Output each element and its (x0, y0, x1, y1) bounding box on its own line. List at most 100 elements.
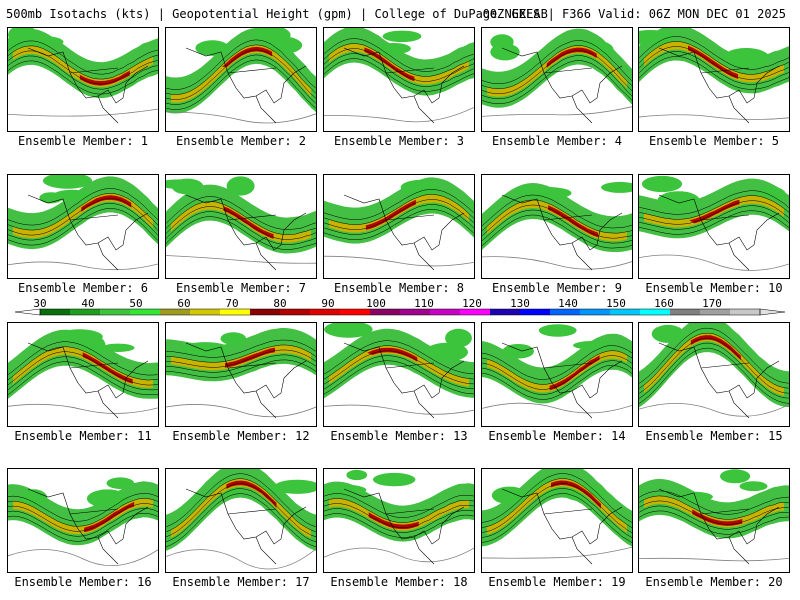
height-contour-gray (639, 114, 789, 120)
ensemble-member-label: Ensemble Member: 13 (330, 429, 468, 443)
isotach-patch (52, 189, 92, 202)
coastline (658, 194, 780, 271)
ensemble-member-label: Ensemble Member: 14 (488, 429, 626, 443)
height-contour-gray (8, 261, 158, 271)
height-contour (639, 342, 789, 399)
height-contour (324, 355, 474, 390)
height-contour (482, 55, 632, 99)
ensemble-member-map (638, 174, 790, 279)
height-contour (324, 493, 474, 518)
ensemble-member-label: Ensemble Member: 15 (645, 429, 783, 443)
ensemble-member-label: Ensemble Member: 12 (172, 429, 310, 443)
colorbar-tick-label: 150 (606, 297, 626, 310)
height-contour (166, 211, 316, 245)
isotach-patch (55, 329, 103, 345)
isotach-patch (723, 48, 770, 68)
height-contour (482, 50, 632, 94)
height-contour (8, 188, 158, 226)
height-contour (324, 350, 474, 385)
height-contour (324, 43, 474, 77)
height-contour (639, 347, 789, 404)
ensemble-member-label: Ensemble Member: 5 (648, 134, 780, 148)
ensemble-member-map (7, 322, 159, 427)
height-contour-gray (639, 557, 789, 562)
isotach-patch (641, 175, 683, 193)
height-contour-gray (639, 254, 789, 271)
jet-max (689, 199, 740, 224)
height-contour-gray (482, 402, 632, 414)
jet-core (329, 498, 469, 531)
colorbar-segment (730, 309, 761, 315)
isotach-patch (274, 479, 316, 494)
height-contour (482, 199, 632, 234)
jet-core (13, 346, 153, 388)
ensemble-member-map (165, 27, 317, 132)
isotach-patch (425, 342, 468, 362)
isotach-band (639, 323, 789, 408)
height-contour-gray (166, 111, 316, 124)
isotach-patch (601, 181, 632, 193)
isotach-patch (651, 324, 685, 343)
map-title: 500mb Isotachs (kts) | Geopotential Heig… (6, 7, 548, 21)
coastline (343, 488, 465, 565)
height-contour (639, 200, 789, 225)
ensemble-member-label: Ensemble Member: 20 (645, 575, 783, 589)
colorbar-tick-label: 120 (462, 297, 482, 310)
height-contour (8, 50, 158, 85)
height-contour (639, 46, 789, 80)
height-contour (8, 361, 158, 396)
height-contour (8, 502, 158, 532)
coastline (27, 194, 149, 271)
height-contour (166, 39, 316, 90)
isotach-patch (39, 192, 63, 204)
jet-core (487, 45, 627, 97)
isotach-patch (86, 489, 129, 508)
coastline (501, 342, 623, 419)
isotach-patch (573, 340, 615, 350)
ensemble-member-label: Ensemble Member: 2 (175, 134, 307, 148)
height-contour (8, 356, 158, 391)
colorbar-segment (70, 309, 101, 315)
colorbar-tick-label: 90 (321, 297, 334, 310)
wind-speed-colorbar: 30 40 50 60 70 80 90 100 110 120 130 140 150 160 170 (14, 297, 786, 316)
height-contour (324, 209, 474, 240)
height-contour (8, 493, 158, 522)
colorbar-tick-label: 140 (558, 297, 578, 310)
coastline (185, 488, 307, 565)
isotach-patch (657, 191, 700, 210)
isotach-patch (720, 469, 751, 484)
colorbar-segment (520, 309, 551, 315)
jet-core (171, 478, 311, 539)
height-contour (324, 345, 474, 380)
colorbar-segment (430, 309, 461, 315)
height-contour (8, 341, 158, 376)
colorbar-segment (310, 309, 341, 315)
colorbar-tick-label: 110 (414, 297, 434, 310)
coastline (185, 47, 307, 124)
height-contour (482, 355, 632, 390)
isotach-patch (502, 344, 534, 359)
height-contour (639, 332, 789, 389)
colorbar-tick-label: 170 (702, 297, 722, 310)
height-contour (482, 478, 632, 528)
colorbar-segment (220, 309, 251, 315)
coastline (185, 342, 307, 419)
height-contour (482, 360, 632, 395)
colorbar-tick-label: 70 (225, 297, 238, 310)
coastline (501, 47, 623, 124)
height-contour (166, 349, 316, 368)
jet-max (223, 206, 274, 239)
height-contour (166, 339, 316, 358)
isotach-patch (181, 342, 230, 356)
isotach-patch (226, 176, 255, 196)
ensemble-member-map (638, 322, 790, 427)
jet-max (367, 347, 418, 362)
colorbar-segment (580, 309, 611, 315)
height-contour (482, 209, 632, 244)
isotach-patch (382, 30, 422, 42)
jet-max (365, 199, 416, 230)
coastline (501, 488, 623, 565)
height-contour (639, 510, 789, 535)
isotach-patch (373, 472, 416, 487)
ensemble-member-label: Ensemble Member: 16 (14, 575, 152, 589)
